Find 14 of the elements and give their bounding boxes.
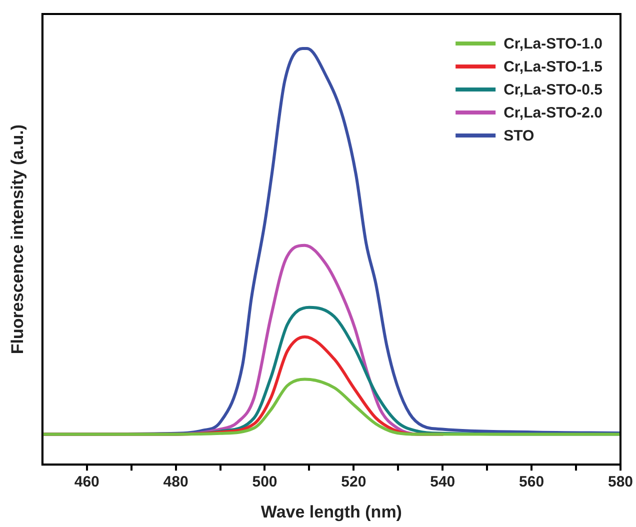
legend-label: Cr,La-STO-2.0: [504, 104, 602, 122]
x-tick-label: 540: [430, 474, 456, 491]
y-axis-title: Fluorescence intensity (a.u.): [8, 124, 27, 354]
x-tick-label: 460: [74, 474, 100, 491]
legend-label: STO: [504, 128, 534, 145]
legend-label: Cr,La-STO-1.0: [504, 36, 602, 53]
x-tick-label: 520: [341, 474, 366, 491]
x-tick-label: 500: [252, 474, 278, 491]
x-tick-label: 580: [608, 474, 633, 491]
legend-label: Cr,La-STO-0.5: [504, 82, 602, 99]
legend-label: Cr,La-STO-1.5: [504, 58, 602, 76]
x-tick-label: 560: [519, 474, 544, 491]
x-tick-label: 480: [163, 474, 188, 491]
x-axis-title: Wave length (nm): [260, 502, 402, 522]
